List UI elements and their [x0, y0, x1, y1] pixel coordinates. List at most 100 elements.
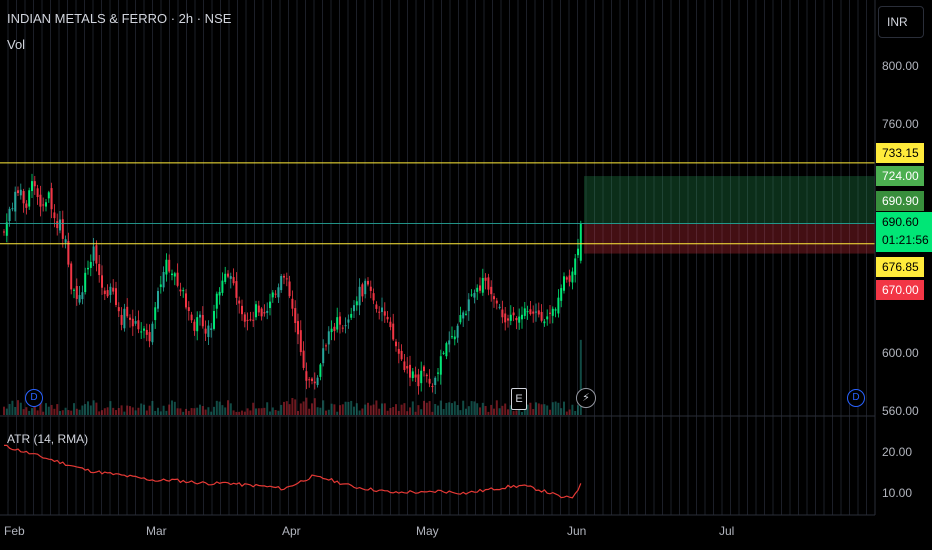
- candle-body: [341, 327, 344, 329]
- volume-bar: [339, 405, 341, 415]
- currency-selector[interactable]: INR: [878, 6, 924, 38]
- candle-body: [70, 263, 73, 290]
- candle-body: [134, 321, 137, 324]
- atr-tick-10: 10.00: [882, 486, 913, 500]
- candlestick-series: [3, 173, 582, 395]
- volume-bar: [87, 401, 89, 415]
- volume-bar: [381, 403, 383, 415]
- volume-bar: [92, 400, 95, 415]
- volume-bar: [392, 406, 395, 415]
- candle-body: [168, 259, 171, 272]
- candle-body: [229, 276, 232, 279]
- volume-bar: [204, 409, 207, 415]
- volume-bar: [213, 406, 215, 415]
- candle-body: [173, 273, 176, 277]
- volume-bar: [19, 402, 22, 415]
- candle-body: [148, 332, 151, 342]
- candle-body: [61, 219, 64, 239]
- volume-bar: [425, 402, 428, 415]
- volume-bar: [193, 408, 196, 415]
- volume-bar: [554, 401, 557, 415]
- candle-body: [117, 307, 120, 312]
- candle-body: [271, 292, 274, 298]
- candle-body: [277, 287, 280, 298]
- candle-body: [325, 345, 327, 347]
- candle-body: [495, 300, 498, 304]
- volume-bar: [266, 402, 269, 415]
- candle-body: [437, 372, 439, 374]
- volume-bar: [201, 406, 204, 415]
- volume-bar: [341, 404, 344, 415]
- volume-bar: [249, 410, 252, 415]
- volume-bar: [31, 408, 33, 415]
- volume-bar: [42, 411, 45, 415]
- volume-bar: [386, 410, 389, 415]
- volume-bar: [378, 408, 381, 415]
- candle-body: [42, 204, 45, 206]
- chart-title[interactable]: INDIAN METALS & FERRO · 2h · NSE: [7, 11, 232, 26]
- candle-body: [221, 280, 224, 293]
- target-tag: 724.00: [876, 166, 924, 186]
- dividend-marker-future-icon[interactable]: D: [847, 389, 865, 407]
- candle-body: [448, 340, 451, 345]
- candle-body: [557, 297, 560, 314]
- candle-body: [501, 309, 504, 318]
- volume-bar: [327, 409, 330, 415]
- candle-body: [123, 308, 126, 329]
- dividend-marker-icon[interactable]: D: [25, 389, 43, 407]
- volume-bar: [330, 403, 333, 415]
- candle-body: [302, 350, 305, 368]
- volume-bar: [218, 401, 221, 415]
- candle-body: [182, 290, 185, 292]
- volume-bar: [22, 409, 25, 415]
- volume-bar: [389, 408, 392, 415]
- volume-bar: [260, 408, 263, 415]
- volume-bar: [131, 407, 134, 415]
- split-marker-icon[interactable]: ⚡: [576, 388, 596, 408]
- volume-bar: [143, 404, 145, 415]
- candle-body: [165, 259, 168, 275]
- candle-body: [288, 281, 291, 297]
- candle-body: [84, 272, 87, 292]
- candle-body: [350, 313, 353, 318]
- candle-body: [526, 311, 529, 313]
- volume-bar: [487, 411, 490, 415]
- candle-body: [3, 231, 5, 233]
- volume-bar: [512, 411, 515, 415]
- volume-bar: [400, 404, 403, 415]
- candle-body: [257, 305, 260, 313]
- atr-label[interactable]: ATR (14, RMA): [7, 432, 89, 446]
- candle-body: [473, 292, 476, 298]
- volume-bar: [95, 402, 98, 415]
- candle-body: [263, 312, 266, 314]
- candle-body: [383, 311, 386, 316]
- volume-label[interactable]: Vol: [7, 37, 26, 52]
- entry-tag: 690.90: [876, 191, 924, 211]
- candle-body: [75, 286, 78, 299]
- volume-bar: [369, 405, 372, 415]
- volume-bar: [75, 408, 78, 415]
- volume-bar: [78, 409, 81, 415]
- volume-bar: [129, 406, 131, 415]
- volume-bar: [179, 408, 182, 415]
- volume-bar: [246, 408, 249, 415]
- candle-body: [39, 194, 42, 207]
- volume-bar: [465, 408, 467, 415]
- candle-body: [434, 377, 437, 386]
- volume-bar: [162, 405, 165, 415]
- volume-bar: [439, 400, 442, 415]
- candle-body: [353, 305, 355, 312]
- candle-body: [280, 275, 283, 291]
- volume-bar: [210, 411, 213, 415]
- candle-body: [137, 320, 140, 330]
- volume-bar: [229, 403, 232, 415]
- volume-bar: [311, 403, 313, 415]
- candle-body: [535, 311, 537, 313]
- candle-body: [151, 323, 154, 343]
- candle-body: [507, 318, 509, 321]
- earnings-marker-icon[interactable]: E: [511, 388, 527, 410]
- volume-bar: [546, 405, 549, 415]
- candle-body: [126, 306, 129, 317]
- candle-body: [549, 312, 551, 314]
